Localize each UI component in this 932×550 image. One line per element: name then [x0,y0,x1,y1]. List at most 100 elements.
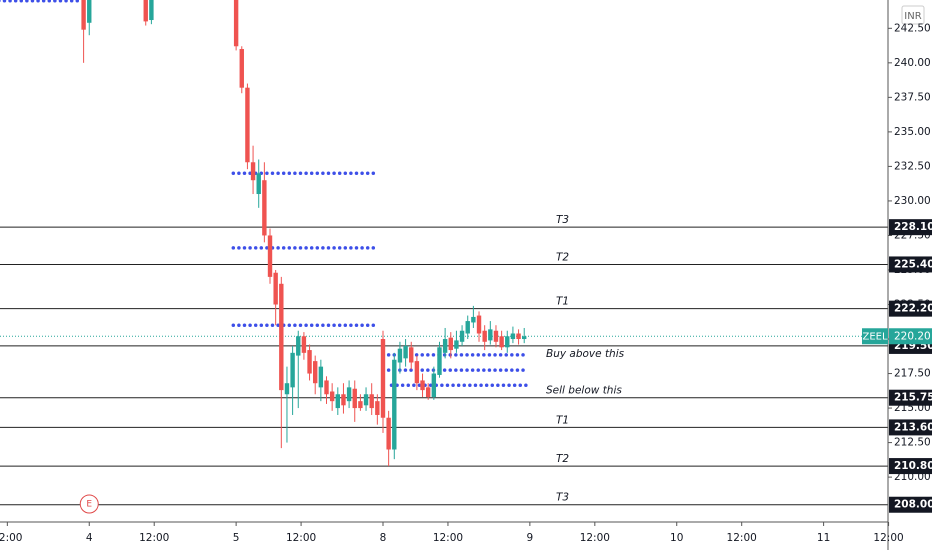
candle-body [267,235,273,277]
candle-body [442,339,448,353]
y-tick-label: 235.00 [894,126,931,138]
candle-body [279,283,284,391]
candle-body [341,394,346,406]
candle-body [262,180,267,236]
x-tick-label: 12:00 [139,532,169,544]
level-badge [889,256,932,273]
candle-body [245,87,250,163]
y-tick-label: 240.00 [894,57,931,69]
y-tick-label: 237.50 [894,91,931,103]
candle-body [448,337,453,351]
y-tick-label: 210.00 [894,471,931,483]
x-tick-label: 12:00 [433,532,463,544]
level-badge [889,458,932,475]
candle-body [358,401,363,409]
y-tick-label: 232.50 [894,160,931,172]
event-label: E [86,500,92,510]
candle-body [363,394,369,406]
candle-body [318,366,324,388]
candle-body [375,401,380,415]
level-label: 225.40 [894,258,932,270]
candle-body [239,49,244,88]
candle-body [476,315,482,334]
candle-body [488,329,493,341]
candle-body [346,387,352,402]
candle-body [324,380,329,395]
candle-body [284,383,290,395]
last-price-name: ZEEL [862,331,887,342]
x-tick-label: 12:00 [580,532,610,544]
x-tick-label: 10 [670,532,683,544]
level-tag: T1 [556,414,569,426]
x-tick-label: 9 [527,532,534,544]
candle-body [392,359,397,450]
currency-box [901,5,925,25]
x-tick-label: 12:00 [873,532,903,544]
candle-body [431,373,437,398]
candle-body [510,333,516,340]
candle-body [81,0,86,30]
candle-body [313,361,318,384]
level-tag: T2 [556,453,569,465]
candle-body [296,336,301,356]
x-tick-label: 11 [817,532,830,544]
last-price-label: 220.20 [894,330,931,342]
y-tick-label: 217.50 [894,368,931,380]
candle-body [307,350,312,374]
candle-body [471,316,476,323]
candle-body [522,336,527,340]
candle-body [335,394,341,409]
candle-body [397,348,403,363]
candle-body [437,347,442,375]
level-badge [889,496,932,513]
candle-body [143,0,148,22]
candle-body [414,361,420,384]
candle-body [465,321,470,334]
level-tag: T3 [556,492,569,504]
level-badge [889,300,932,317]
level-label: 213.60 [894,421,932,433]
candle-body [352,388,357,409]
candle-body [516,333,521,340]
candle-body [290,352,295,388]
level-label: 228.10 [894,221,932,233]
level-badge [889,419,932,436]
level-label: 210.80 [894,460,932,472]
candle-body [386,417,391,450]
candle-body [87,0,92,23]
level-tag: Sell below this [546,385,622,397]
x-tick-label: 4 [86,532,93,544]
x-tick-label: 12:00 [286,532,316,544]
last-price-name-badge [862,328,888,345]
level-tag: T3 [556,214,569,226]
level-tag: T1 [556,296,569,308]
candle-body [369,394,374,409]
level-tag: Buy above this [546,348,625,360]
x-tick-label: 8 [380,532,387,544]
candle-body [425,387,431,398]
candle-body [454,340,459,349]
candle-body [493,330,499,342]
level-badge [889,389,932,406]
candle-body [482,330,487,342]
last-price-badge [889,328,932,345]
candle-body [403,345,408,359]
candle-body [329,391,335,402]
level-label: 222.20 [894,303,932,315]
y-tick-label: 212.50 [894,437,931,449]
y-tick-label: 230.00 [894,195,931,207]
currency: INR [904,11,921,22]
candle-body [301,336,307,353]
candle-body [505,336,510,348]
level-label: 215.75 [894,392,932,404]
candle-body [499,336,504,348]
y-tick-label: 242.50 [894,22,931,34]
plot-area [0,0,888,506]
candle-body [233,0,239,47]
level-badge [889,219,932,236]
candle-body [409,347,414,363]
event-marker [79,494,99,514]
candle-body [149,0,154,21]
